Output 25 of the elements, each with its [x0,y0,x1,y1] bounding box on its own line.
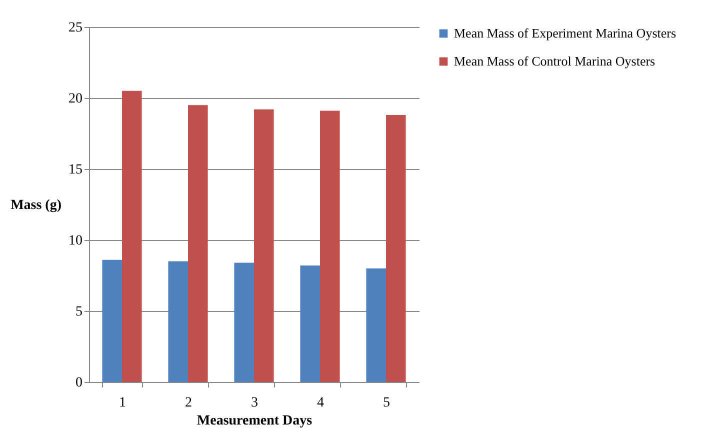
y-tick-label: 25 [68,20,82,36]
bar [300,266,320,382]
y-tick-label: 20 [68,92,82,106]
y-tick-label: 0 [76,376,82,390]
y-tick-label: 5 [76,304,82,320]
x-tick-label: 1 [119,396,126,410]
y-tick-label: 10 [68,234,82,248]
legend-label: Mean Mass of Experiment Marina Oysters [454,26,676,40]
bar [366,268,386,382]
bar [168,261,188,382]
x-tick-label: 3 [251,396,258,410]
x-tick-label: 2 [185,396,192,410]
legend-label: Mean Mass of Control Marina Oysters [454,54,656,68]
y-axis-title: Mass (g) [10,198,62,213]
y-tick-label: 15 [68,162,82,178]
bar [254,109,274,382]
bar [386,115,406,382]
bar [188,105,208,382]
bar [122,90,142,382]
bar [102,260,122,382]
x-axis-title: Measurement Days [196,414,313,428]
bar [320,110,340,382]
x-tick-label: 5 [383,396,390,410]
x-tick-label: 4 [317,396,324,410]
bar [234,262,254,382]
